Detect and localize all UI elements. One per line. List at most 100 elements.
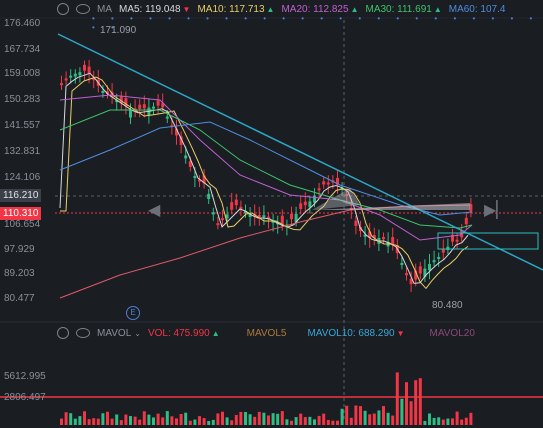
candle: [124, 98, 128, 107]
main-indicator-bar: MA MA5: 119.048 ▼ MA10: 117.713 ▲ MA20: 11…: [0, 0, 543, 18]
candle: [156, 100, 160, 106]
candle: [299, 203, 303, 209]
mavol5-label: MAVOL5: [246, 327, 287, 339]
volume-bar: [92, 418, 96, 425]
price-tick-label: 80.477: [4, 293, 35, 304]
eye-icon[interactable]: [76, 328, 90, 338]
volume-bar: [400, 398, 404, 425]
volume-bars: [60, 372, 473, 425]
volume-axis-bottom: 2806.497: [4, 392, 46, 403]
scroll-left-icon[interactable]: ◀: [148, 202, 161, 219]
price-tick-label: 97.929: [4, 244, 35, 255]
ma5-label: MA5: 119.048 ▼: [119, 3, 191, 15]
moving-average-lines: [59, 72, 473, 299]
chevron-down-icon[interactable]: ⌄: [134, 328, 141, 338]
volume-bar: [391, 415, 395, 425]
volume-bar: [377, 410, 381, 425]
candle: [303, 201, 307, 206]
mavol10-label: MAVOL10: 688.290 ▼: [307, 327, 405, 339]
gear-icon[interactable]: [57, 327, 69, 339]
volume-bar: [372, 413, 376, 425]
volume-bar: [382, 406, 385, 425]
candle: [101, 90, 105, 93]
trendline-drawing: [57, 33, 543, 271]
volume-bar: [73, 418, 77, 425]
volume-bar: [294, 417, 298, 425]
volume-bar: [69, 413, 73, 425]
candle: [432, 260, 436, 263]
volume-bar: [216, 413, 220, 425]
volume-bar: [451, 418, 454, 425]
candle: [175, 128, 178, 136]
price-tick-label: 176.460: [4, 18, 41, 29]
candle: [441, 249, 445, 253]
candle: [60, 83, 63, 86]
candle: [202, 175, 206, 184]
volume-bar: [147, 414, 151, 425]
candlesticks: [60, 59, 473, 293]
candle: [133, 108, 137, 111]
volume-bar: [225, 417, 229, 425]
volume-bar: [248, 414, 252, 425]
mavol20-label: MAVOL20: [429, 327, 475, 339]
volume-bar: [78, 416, 82, 425]
candle: [115, 100, 119, 103]
candle: [92, 78, 96, 81]
volume-bar: [101, 413, 105, 425]
volume-bar: [96, 418, 100, 425]
volume-bar: [317, 415, 321, 425]
candle: [414, 270, 418, 280]
volume-bar: [276, 413, 280, 425]
volume-bar: [106, 411, 109, 425]
price-tick-label: 89.203: [4, 268, 35, 279]
candle: [207, 193, 211, 200]
volume-bar: [414, 380, 418, 425]
eye-icon[interactable]: [76, 4, 90, 14]
candle: [372, 235, 376, 238]
candle: [78, 72, 82, 76]
candle: [87, 66, 91, 74]
candle: [193, 176, 197, 179]
candle: [262, 215, 266, 218]
volume-bar: [359, 406, 362, 425]
candle: [239, 206, 243, 209]
volume-bar: [244, 412, 247, 425]
candle: [170, 125, 174, 128]
volume-indicator-name[interactable]: MAVOL: [97, 327, 132, 339]
volume-bar: [221, 411, 224, 425]
candle: [354, 220, 358, 226]
volume-bar: [326, 419, 330, 425]
volume-bar: [198, 416, 201, 425]
volume-bar: [156, 413, 160, 425]
ma20-label: MA20: 112.825 ▲: [281, 3, 359, 15]
volume-bar: [340, 408, 344, 425]
volume-bar: [202, 418, 206, 425]
candle: [83, 64, 86, 71]
gear-icon[interactable]: [57, 3, 69, 15]
candle: [69, 75, 73, 78]
candle: [73, 73, 77, 77]
candle: [322, 181, 326, 185]
event-badge-icon[interactable]: E: [126, 306, 140, 320]
candle: [165, 116, 169, 119]
scroll-right-icon[interactable]: ▶▏: [484, 202, 509, 219]
volume-bar: [87, 419, 91, 425]
price-tick-label: 132.831: [4, 146, 41, 157]
volume-bar: [152, 417, 155, 425]
volume-bar: [271, 413, 275, 425]
candle: [409, 278, 413, 285]
volume-bar: [211, 419, 215, 425]
candle: [188, 161, 192, 167]
candle: [345, 194, 349, 197]
candle: [216, 223, 220, 226]
candle: [368, 231, 372, 238]
volume-bar: [363, 410, 367, 425]
candle: [64, 78, 68, 81]
vol-label: VOL: 475.990 ▲: [147, 327, 220, 339]
candle: [391, 237, 395, 245]
volume-bar: [455, 411, 459, 425]
indicator-name[interactable]: MA: [97, 3, 112, 15]
volume-axis-top: 5612.995: [4, 371, 46, 382]
ma10-label: MA10: 117.713 ▲: [197, 3, 275, 15]
